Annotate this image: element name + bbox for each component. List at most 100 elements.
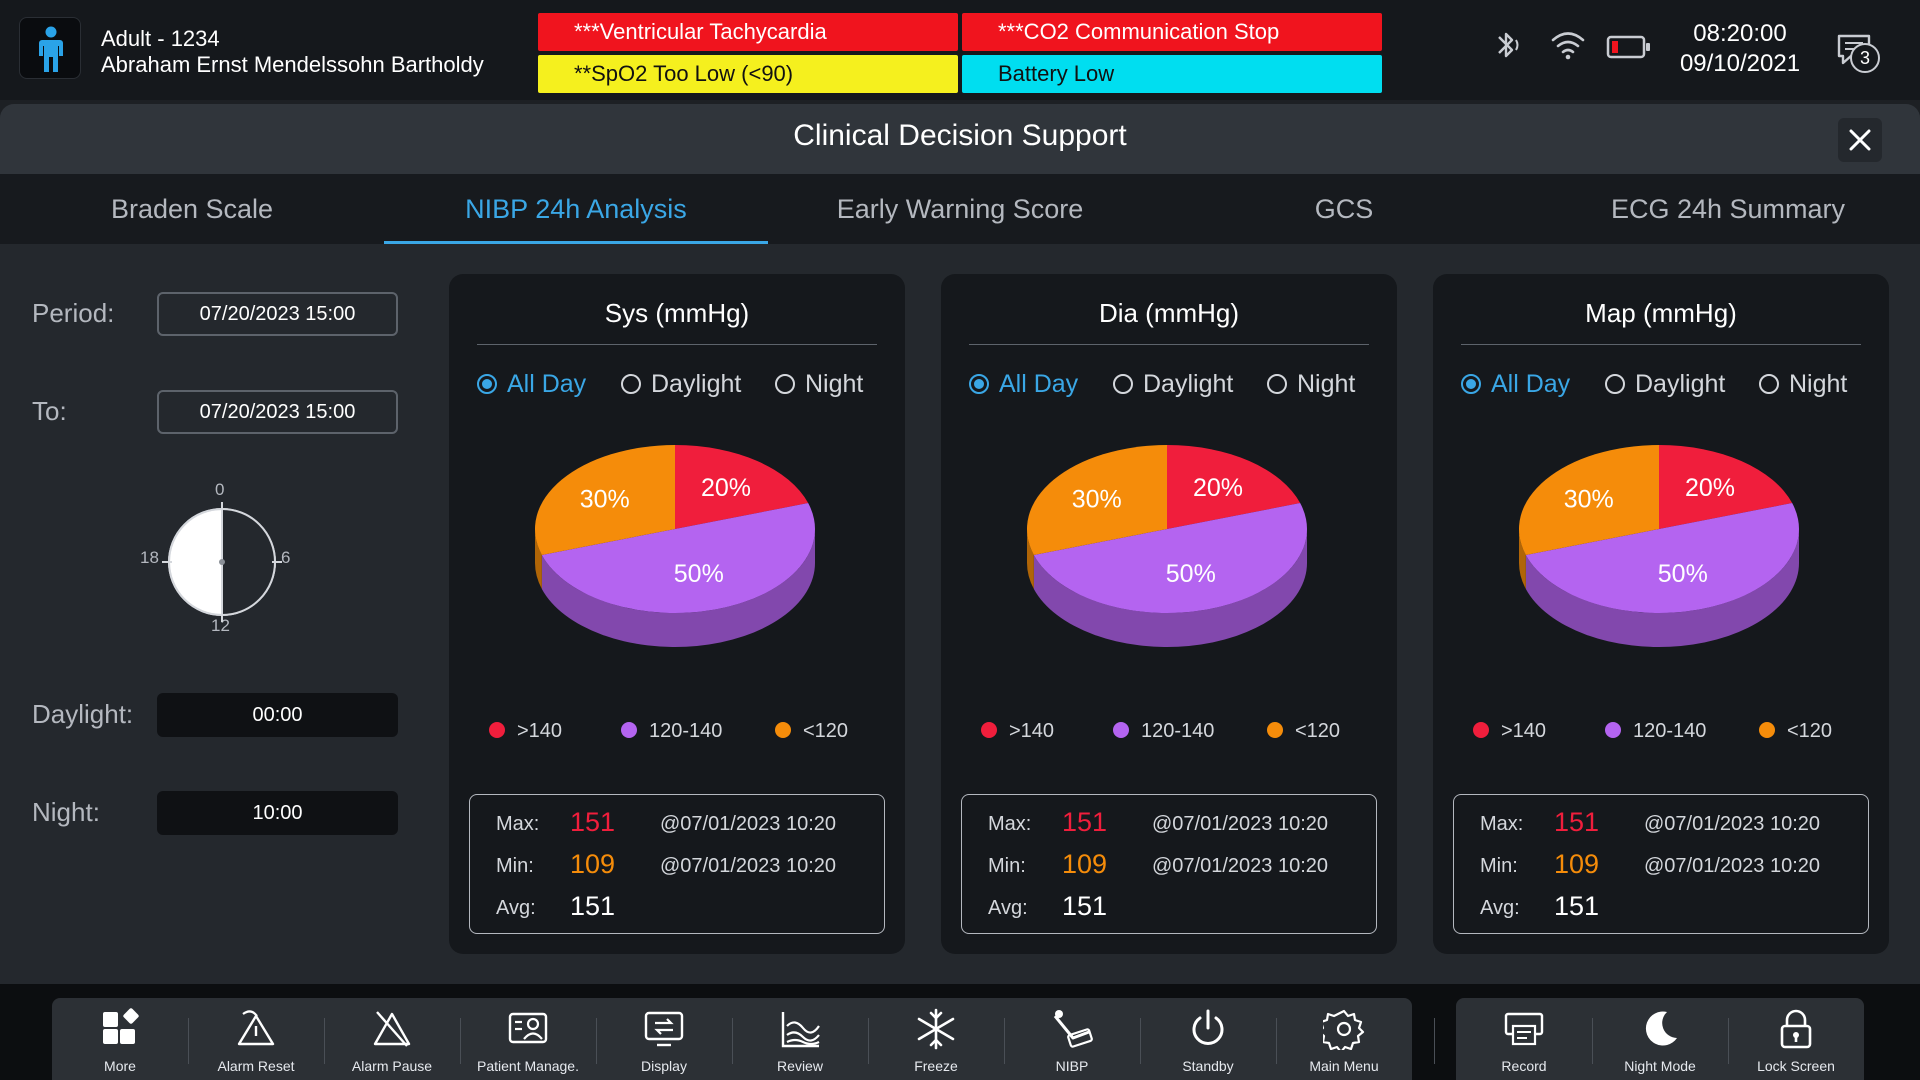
to-field[interactable]: 07/20/2023 15:00: [157, 390, 398, 434]
main-menu-button[interactable]: Main Menu: [1276, 998, 1412, 1080]
pie-side-lt120: [1027, 529, 1034, 589]
radio-daylight[interactable]: Daylight: [621, 370, 741, 399]
legend-label-lt120: <120: [803, 720, 849, 742]
alarm-pause-label: Alarm Pause: [351, 1058, 433, 1074]
day-night-dial[interactable]: [162, 502, 282, 622]
freeze-button[interactable]: Freeze: [868, 998, 1004, 1080]
message-count-badge[interactable]: 3: [1850, 43, 1880, 73]
radio-daylight[interactable]: Daylight: [1605, 370, 1725, 399]
nibp-icon: [1053, 1010, 1093, 1048]
alarm-pause-button[interactable]: Alarm Pause: [324, 998, 460, 1080]
stats-box: Max: 151 @07/01/2023 10:20 Min: 109 @07/01/20…: [1453, 794, 1869, 934]
toolbar-divider: [1004, 1018, 1005, 1064]
map-chart-card: Map (mmHg) All Day Daylight Night 20% 50% 30% >…: [1433, 274, 1889, 954]
card-separator: [1461, 344, 1861, 345]
radio-night[interactable]: Night: [1267, 370, 1355, 399]
legend-swatch-120-140: [1605, 722, 1621, 738]
legend-label-gt140: >140: [1501, 720, 1547, 742]
legend-120-140: 120-140: [1113, 720, 1214, 743]
alarm-spo2-too-low[interactable]: **SpO2 Too Low (<90): [538, 55, 958, 93]
clock-time: 08:20:00: [1693, 20, 1787, 47]
clinical-decision-support-dialog: Clinical Decision Support Braden Scale N…: [0, 104, 1920, 984]
alarm-co2-communication-stop[interactable]: ***CO2 Communication Stop: [962, 13, 1382, 51]
dial-label-18: 18: [140, 548, 159, 567]
bluetooth-icon: [1498, 32, 1519, 58]
freeze-icon: [917, 1008, 955, 1050]
night-mode-button[interactable]: Night Mode: [1592, 998, 1728, 1080]
min-label: Min:: [1480, 855, 1518, 877]
pie-label-lt120: 30%: [1072, 485, 1122, 513]
pie-label-120-140: 50%: [1658, 560, 1708, 588]
lock-screen-button[interactable]: Lock Screen: [1728, 998, 1864, 1080]
toolbar-divider: [1728, 1018, 1729, 1064]
alarm-reset-button[interactable]: Alarm Reset: [188, 998, 324, 1080]
pie-chart: 20% 50% 30%: [1027, 445, 1307, 647]
record-button[interactable]: Record: [1456, 998, 1592, 1080]
alarm-pause-icon: [373, 1011, 411, 1047]
legend-swatch-gt140: [1473, 722, 1489, 738]
night-mode-icon: [1645, 1011, 1677, 1046]
alarm-ventricular-tachycardia[interactable]: ***Ventricular Tachycardia: [538, 13, 958, 51]
tab-gcs[interactable]: GCS: [1314, 194, 1374, 224]
pie-label-gt140: 20%: [1685, 474, 1735, 502]
battery-low-icon: [1606, 35, 1650, 59]
pie-slice-gt140: [1167, 445, 1301, 529]
standby-button[interactable]: Standby: [1140, 998, 1276, 1080]
daylight-field[interactable]: 00:00: [157, 693, 398, 737]
legend-swatch-120-140: [1113, 722, 1129, 738]
pie-slice-lt120: [535, 445, 675, 555]
patient-category-id[interactable]: Adult - 1234: [101, 26, 220, 51]
record-icon: [1504, 1012, 1544, 1046]
close-button[interactable]: [1838, 118, 1882, 162]
period-field[interactable]: 07/20/2023 15:00: [157, 292, 398, 336]
tab-early-warning-score[interactable]: Early Warning Score: [836, 194, 1084, 224]
alarm-battery-low[interactable]: Battery Low: [962, 55, 1382, 93]
legend-120-140: 120-140: [621, 720, 722, 743]
tab-ecg-24h-summary[interactable]: ECG 24h Summary: [1610, 194, 1846, 224]
display-button[interactable]: Display: [596, 998, 732, 1080]
display-icon: [644, 1011, 684, 1047]
patient-manage-button[interactable]: Patient Manage.: [460, 998, 596, 1080]
main-menu-icon: [1323, 1009, 1365, 1050]
radio-all-day[interactable]: All Day: [969, 370, 1078, 399]
avg-label: Avg:: [988, 897, 1028, 919]
tab-nibp-24h-analysis[interactable]: NIBP 24h Analysis: [384, 174, 768, 244]
pie-side-120-140: [1033, 529, 1307, 647]
radio-night[interactable]: Night: [1759, 370, 1847, 399]
stats-box: Max: 151 @07/01/2023 10:20 Min: 109 @07/01/20…: [961, 794, 1377, 934]
patient-info-button[interactable]: [19, 17, 81, 79]
legend-label-120-140: 120-140: [1633, 720, 1707, 742]
min-value: 109: [570, 849, 616, 879]
dial-label-0: 0: [215, 480, 225, 499]
pie-slice-lt120: [1519, 445, 1659, 555]
sys-chart-card: Sys (mmHg) All Day Daylight Night 20% 50% 30% >…: [449, 274, 905, 954]
max-timestamp: @07/01/2023 10:20: [1152, 813, 1329, 835]
pie-side-120-140: [1525, 529, 1799, 647]
radio-night-label: Night: [1297, 370, 1356, 398]
night-field[interactable]: 10:00: [157, 791, 398, 835]
nibp-button[interactable]: NIBP: [1004, 998, 1140, 1080]
min-timestamp: @07/01/2023 10:20: [1644, 855, 1821, 877]
max-label: Max:: [988, 813, 1032, 835]
min-value: 109: [1062, 849, 1108, 879]
tab-braden-scale[interactable]: Braden Scale: [110, 194, 274, 224]
legend-label-120-140: 120-140: [649, 720, 723, 742]
patient-manage-label: Patient Manage.: [477, 1058, 579, 1074]
radio-daylight[interactable]: Daylight: [1113, 370, 1233, 399]
daylight-label: Daylight:: [32, 699, 134, 729]
radio-night[interactable]: Night: [775, 370, 863, 399]
pie-side-120-140: [541, 529, 815, 647]
toolbar-divider: [1276, 1018, 1277, 1064]
radio-all-day[interactable]: All Day: [1461, 370, 1570, 399]
min-label: Min:: [496, 855, 534, 877]
avg-label: Avg:: [496, 897, 536, 919]
standby-icon: [1192, 1009, 1224, 1045]
pie-label-gt140: 20%: [701, 474, 751, 502]
more-button[interactable]: More: [52, 998, 188, 1080]
patient-name[interactable]: Abraham Ernst Mendelssohn Bartholdy: [101, 52, 484, 77]
review-button[interactable]: Review: [732, 998, 868, 1080]
pie-slice-gt140: [675, 445, 809, 529]
radio-all-day[interactable]: All Day: [477, 370, 586, 399]
record-label: Record: [1501, 1058, 1547, 1074]
max-value: 151: [1062, 807, 1108, 837]
